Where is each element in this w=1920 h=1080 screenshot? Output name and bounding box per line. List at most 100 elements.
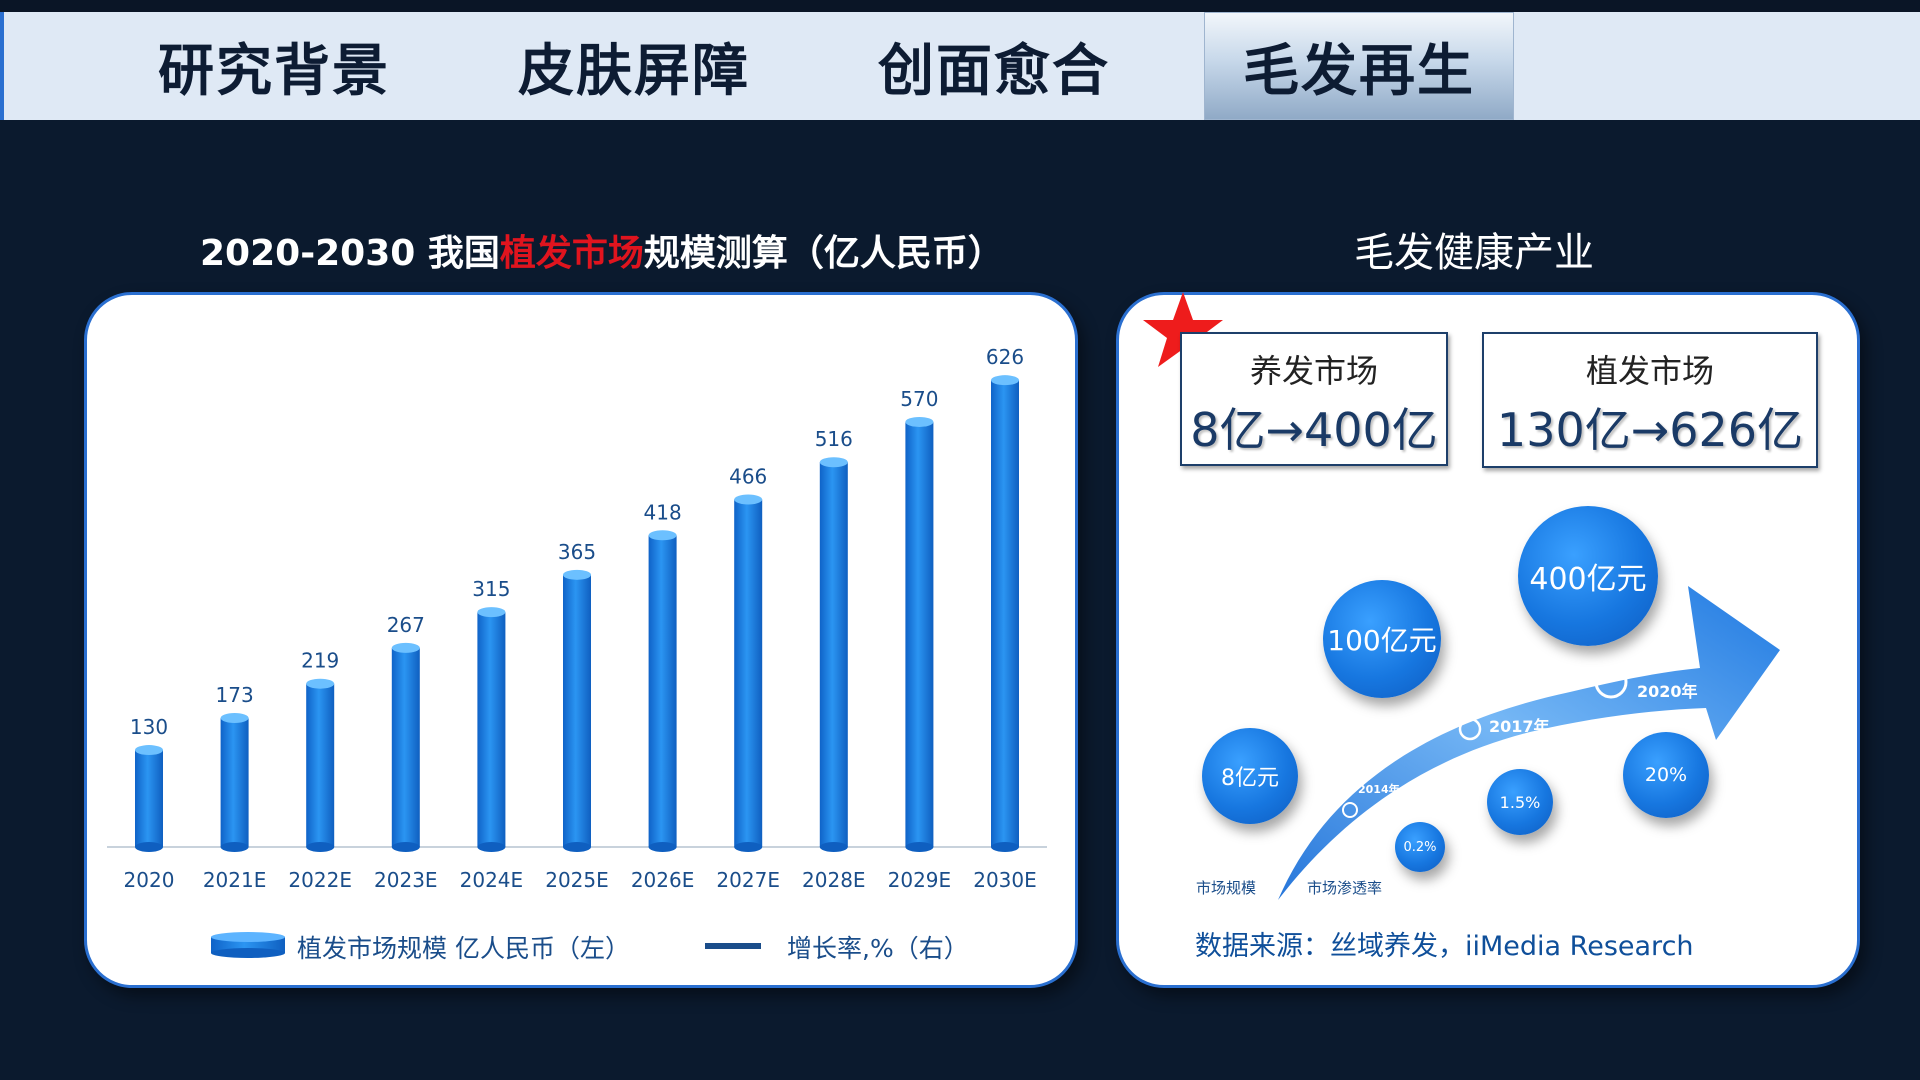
bar-top-cap xyxy=(734,494,763,505)
bar-top-cap xyxy=(306,678,335,689)
bar-bottom-cap xyxy=(819,842,848,852)
hair-transplant-market-box: 植发市场 130亿→626亿 xyxy=(1482,332,1818,468)
data-source: 数据来源：丝域养发，iiMedia Research xyxy=(1195,931,1694,962)
bar-bottom-cap xyxy=(734,842,763,852)
industry-title: 毛发健康产业 xyxy=(1354,230,1594,276)
bar-body xyxy=(220,717,249,847)
data-label: 219 xyxy=(301,649,339,673)
hair-care-market-label: 养发市场 xyxy=(1249,352,1378,390)
data-label: 315 xyxy=(472,577,510,601)
x-tick-label: 2026E xyxy=(631,868,695,892)
x-tick-label: 2025E xyxy=(545,868,609,892)
penetration-bubble-1-5: 1.5% xyxy=(1487,769,1553,835)
bar-2020: 130 2020 xyxy=(124,715,175,892)
year-marker-2014 xyxy=(1342,802,1358,818)
hair-care-market-value: 8亿→400亿 xyxy=(1190,403,1438,457)
data-label: 418 xyxy=(644,500,682,524)
bar-top-cap xyxy=(477,607,506,618)
tab-research-background[interactable]: 研究背景 xyxy=(158,38,390,104)
market-size-bubble-100: 100亿元 xyxy=(1323,580,1441,698)
bar-bottom-cap xyxy=(648,842,677,852)
hair-transplant-market-value: 130亿→626亿 xyxy=(1496,403,1804,457)
penetration-bubble-20: 20% xyxy=(1623,732,1709,818)
bar-2027E: 466 2027E xyxy=(716,464,780,892)
data-label: 516 xyxy=(815,427,853,451)
x-tick-label: 2028E xyxy=(802,868,866,892)
bar-bottom-cap xyxy=(563,842,591,852)
bar-2030E: 626 2030E xyxy=(973,345,1037,892)
x-tick-label: 2030E xyxy=(973,868,1037,892)
axis-label-market-size: 市场规模 xyxy=(1196,879,1257,897)
year-label-2017: 2017年 xyxy=(1489,717,1550,736)
bar-2029E: 570 2029E xyxy=(888,387,952,892)
x-tick-label: 2020 xyxy=(124,868,175,892)
chart-title: 2020-2030 我国植发市场规模测算（亿人民币） xyxy=(200,233,1004,274)
bar-2021E: 173 2021E xyxy=(203,683,267,892)
chart-card: 130 2020 173 2021E 219 2022E 267 2023E 315 2024E 3… xyxy=(84,292,1078,988)
market-size-bubble-8: 8亿元 xyxy=(1202,728,1298,824)
bar-top-cap xyxy=(135,745,163,756)
bar-2023E: 267 2023E xyxy=(374,613,438,892)
bar-body xyxy=(477,612,506,847)
market-size-bubble-400: 400亿元 xyxy=(1518,506,1658,646)
bar-top-cap xyxy=(220,712,249,723)
x-tick-label: 2021E xyxy=(203,868,267,892)
bar-2022E: 219 2022E xyxy=(288,649,352,892)
bar-top-cap xyxy=(905,416,934,427)
year-label-2020: 2020年 xyxy=(1637,682,1698,701)
year-marker-2017 xyxy=(1458,717,1482,741)
bar-body xyxy=(563,574,591,847)
star-icon xyxy=(1143,292,1223,367)
bar-bottom-cap xyxy=(905,842,934,852)
penetration-bubble-0-2: 0.2% xyxy=(1395,822,1445,872)
bar-bottom-cap xyxy=(135,842,163,852)
tab-bar: 研究背景 皮肤屏障 创面愈合 毛发再生 xyxy=(0,12,1920,120)
bar-body xyxy=(135,750,163,847)
bar-body xyxy=(306,683,335,847)
tab-skin-barrier[interactable]: 皮肤屏障 xyxy=(518,38,750,104)
data-label: 365 xyxy=(558,540,596,564)
legend-line-swatch xyxy=(705,943,761,949)
bar-2025E: 365 2025E xyxy=(545,540,609,892)
data-label: 466 xyxy=(729,464,767,488)
bar-bottom-cap xyxy=(391,842,420,852)
hair-transplant-market-label: 植发市场 xyxy=(1585,352,1714,390)
x-tick-label: 2027E xyxy=(716,868,780,892)
x-tick-label: 2029E xyxy=(888,868,952,892)
legend-label-growth-rate: 增长率,%（右） xyxy=(787,934,969,963)
legend-label-market-size: 植发市场规模 亿人民币（左） xyxy=(297,934,630,963)
x-tick-label: 2024E xyxy=(460,868,524,892)
axis-label-penetration: 市场渗透率 xyxy=(1307,879,1383,897)
top-strip xyxy=(0,0,1920,12)
bar-top-cap xyxy=(819,457,848,468)
bar-body xyxy=(391,647,420,847)
legend-bar-swatch xyxy=(211,931,285,959)
data-label: 267 xyxy=(387,613,425,637)
data-label: 570 xyxy=(900,387,938,411)
bar-top-cap xyxy=(391,642,420,653)
bar-bottom-cap xyxy=(220,842,249,852)
hair-care-market-box: 养发市场 8亿→400亿 xyxy=(1180,332,1448,466)
data-label: 130 xyxy=(130,715,168,739)
data-label: 626 xyxy=(986,345,1024,369)
bar-top-cap xyxy=(563,569,591,580)
bar-top-cap xyxy=(991,375,1019,386)
bar-body xyxy=(991,380,1019,847)
x-tick-label: 2023E xyxy=(374,868,438,892)
year-label-2014: 2014年 xyxy=(1358,783,1400,796)
bar-2024E: 315 2024E xyxy=(460,577,524,892)
bar-top-cap xyxy=(648,530,677,541)
bar-2026E: 418 2026E xyxy=(631,500,695,892)
bar-bottom-cap xyxy=(306,842,335,852)
bar-bottom-cap xyxy=(477,842,506,852)
tab-hair-regeneration[interactable]: 毛发再生 xyxy=(1204,12,1514,120)
bar-body xyxy=(905,421,934,847)
bar-body xyxy=(734,499,763,847)
bar-body xyxy=(819,462,848,847)
data-label: 173 xyxy=(216,683,254,707)
growth-arrow-graphic xyxy=(1278,586,1780,900)
year-marker-2020 xyxy=(1594,665,1628,699)
x-tick-label: 2022E xyxy=(288,868,352,892)
tab-wound-healing[interactable]: 创面愈合 xyxy=(878,38,1110,104)
bar-body xyxy=(648,535,677,847)
